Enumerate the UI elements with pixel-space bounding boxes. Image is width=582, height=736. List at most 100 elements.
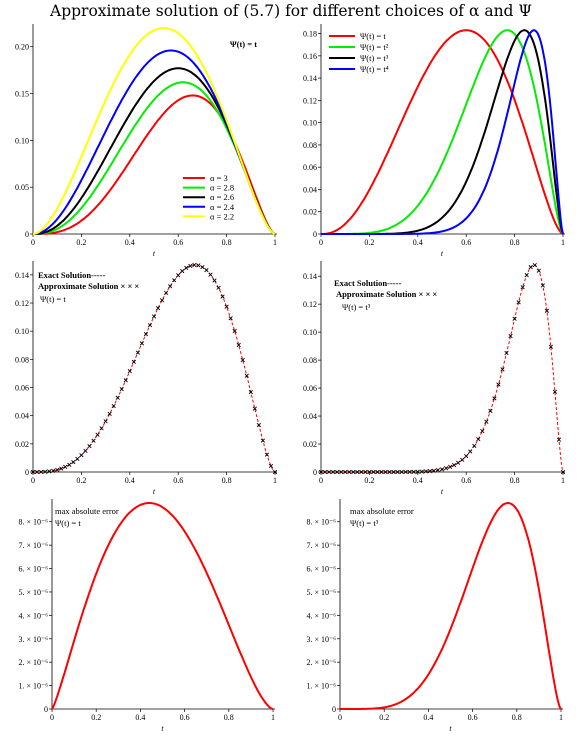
chart-panel-2: 0 0.2 0.4 0.6 0.8 1 0 0.02 0.04 0.06 0.08 0.10 0.12 0… <box>303 24 565 258</box>
x-tick-label: 0.8 <box>222 476 232 485</box>
approx-marker <box>59 466 64 471</box>
approx-marker <box>131 359 136 365</box>
approx-marker <box>383 469 388 475</box>
approx-marker <box>387 469 392 475</box>
approx-marker <box>524 272 529 278</box>
approx-marker <box>395 469 400 475</box>
y-tick-label: 0.04 <box>303 185 317 194</box>
y-tick-label: 0.14 <box>303 272 317 281</box>
approx-marker <box>443 466 449 471</box>
approx-marker <box>411 469 416 474</box>
approx-marker <box>34 469 40 475</box>
x-tick-label: 0 <box>319 476 323 485</box>
x-tick-label: 0.2 <box>91 713 101 722</box>
approx-marker <box>127 369 132 374</box>
approx-marker <box>355 469 360 475</box>
approx-marker <box>75 456 80 462</box>
annotation-psi: Ψ(t) = t <box>55 518 81 528</box>
approx-marker <box>504 350 509 356</box>
approx-marker <box>63 464 68 469</box>
y-tick-label: 4. × 10⁻⁶ <box>306 611 336 620</box>
approx-marker <box>423 469 428 474</box>
chart-panel-1: 0 0.2 0.4 0.6 0.8 1 0 0.05 0.10 0.15 0.20 t Ψ(t) = t… <box>15 24 277 258</box>
approx-marker <box>272 469 278 475</box>
approx-marker <box>512 316 517 321</box>
legend-label: Ψ(t) = t⁴ <box>360 64 389 74</box>
legend-label: α = 3 <box>210 173 228 183</box>
series-line-2 <box>33 81 276 235</box>
approx-marker <box>403 469 408 475</box>
approx-marker <box>260 438 266 443</box>
approx-marker <box>326 469 332 475</box>
x-tick-label: 0.2 <box>364 238 374 247</box>
y-tick-label: 0 <box>44 705 48 714</box>
y-tick-label: 0.14 <box>15 271 29 280</box>
x-axis-label: t <box>153 487 156 496</box>
y-tick-label: 0.12 <box>303 96 317 105</box>
x-tick-label: 0.8 <box>512 713 522 722</box>
x-tick-label: 1 <box>271 713 275 722</box>
x-tick-label: 0.6 <box>180 713 190 722</box>
approx-marker <box>552 389 558 394</box>
y-tick-label: 0.04 <box>303 412 317 421</box>
approx-marker <box>427 468 433 474</box>
series-line-2 <box>321 29 564 235</box>
approx-marker <box>228 316 233 321</box>
y-tick-label: 0.06 <box>303 384 317 393</box>
x-tick-label: 0.8 <box>222 238 232 247</box>
x-tick-label: 1 <box>273 238 277 247</box>
y-tick-label: 0.10 <box>15 327 29 336</box>
y-tick-label: 3. × 10⁻⁶ <box>18 635 48 644</box>
approx-marker <box>371 469 376 475</box>
y-tick-label: 1. × 10⁻⁶ <box>18 682 48 691</box>
x-tick-label: 0.4 <box>125 238 135 247</box>
legend-label: Ψ(t) = t³ <box>360 53 389 63</box>
y-tick-label: 0.08 <box>303 356 317 365</box>
y-tick-label: 8. × 10⁻⁶ <box>306 518 336 527</box>
approx-marker <box>42 469 48 474</box>
legend-label: α = 2.6 <box>210 192 234 202</box>
x-tick-label: 0.8 <box>224 713 234 722</box>
approx-marker <box>232 328 237 334</box>
y-tick-label: 0.05 <box>15 183 29 192</box>
approx-marker <box>268 463 274 469</box>
approx-marker <box>464 453 469 459</box>
approx-marker <box>500 367 505 372</box>
approx-marker <box>339 469 344 475</box>
approx-marker <box>252 406 257 411</box>
approx-marker <box>419 469 424 474</box>
y-tick-label: 5. × 10⁻⁶ <box>18 588 48 597</box>
series-approximate-markers <box>30 262 278 475</box>
x-tick-label: 0.4 <box>423 713 433 722</box>
approx-marker <box>435 467 441 473</box>
y-tick-label: 0 <box>25 230 29 239</box>
x-tick-label: 0.2 <box>364 476 374 485</box>
approx-marker <box>480 429 485 434</box>
legend-label: α = 2.2 <box>210 211 234 221</box>
approx-marker <box>256 422 261 428</box>
series-line-4 <box>33 49 276 235</box>
approx-marker <box>115 395 120 400</box>
y-tick-label: 0.08 <box>15 355 29 364</box>
y-tick-label: 0 <box>332 705 336 714</box>
approx-marker <box>244 373 249 378</box>
approx-marker <box>318 469 324 475</box>
approx-marker <box>363 469 368 475</box>
approx-marker <box>212 278 217 283</box>
approx-marker <box>224 304 229 309</box>
x-tick-label: 1 <box>561 238 565 247</box>
approx-marker <box>30 469 36 475</box>
approx-marker <box>508 333 513 339</box>
legend-label: α = 2.8 <box>210 183 234 193</box>
series-approximate-markers <box>318 263 566 475</box>
y-tick-label: 7. × 10⁻⁶ <box>306 541 336 550</box>
annotation-psi: Ψ(t) = t³ <box>350 518 379 528</box>
chart-panel-6: 0 0.2 0.4 0.6 0.8 1 0 1. × 10⁻⁶ 2. × 10⁻⁶ 3. × 10… <box>306 499 563 733</box>
series-line-4 <box>321 29 564 235</box>
y-tick-label: 0.12 <box>303 300 317 309</box>
x-tick-label: 0.4 <box>413 238 423 247</box>
approx-marker <box>556 437 562 442</box>
approx-marker <box>536 268 541 273</box>
legend-label: α = 2.4 <box>210 202 235 212</box>
